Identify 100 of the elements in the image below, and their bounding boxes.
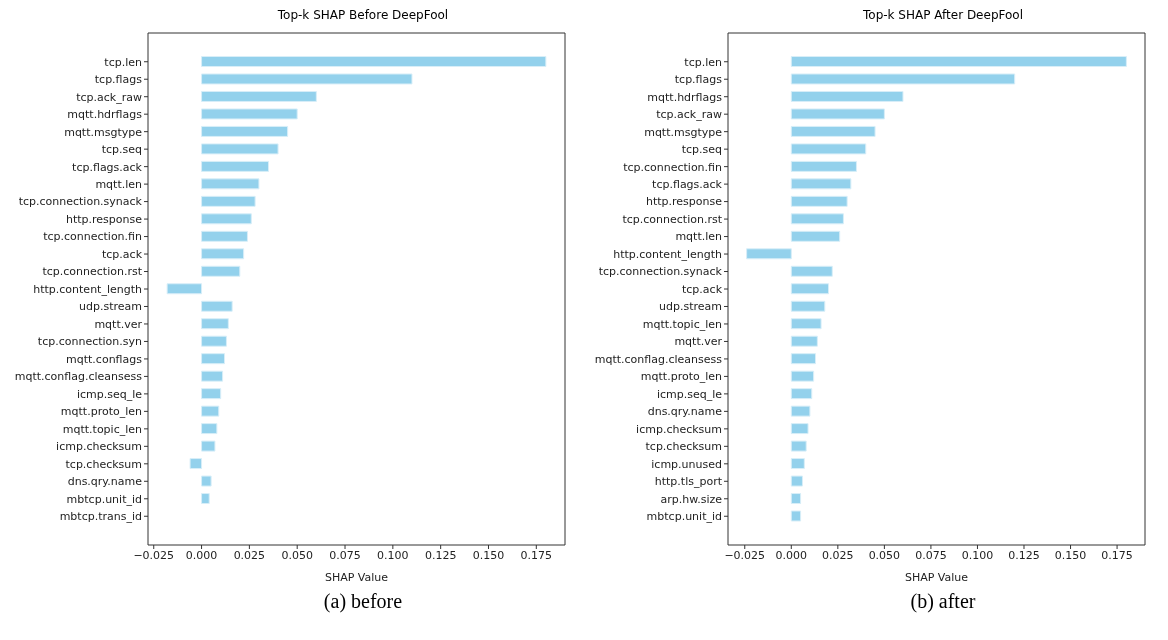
bar — [790, 283, 830, 295]
x-tick-label: 0.025 — [233, 548, 266, 562]
y-tick-label: tcp.flags — [94, 73, 143, 87]
bar — [201, 370, 224, 382]
y-tick-label: tcp.seq — [101, 143, 142, 157]
y-tick-label: mqtt.hdrflags — [647, 90, 723, 104]
x-tick-label: 0.050 — [868, 548, 901, 562]
x-tick-label: 0.150 — [1054, 548, 1087, 562]
y-tick-label: icmp.checksum — [636, 422, 722, 436]
bar — [201, 125, 289, 137]
bar — [790, 458, 805, 470]
y-tick-label: mqtt.ver — [674, 335, 723, 349]
bar — [790, 405, 811, 417]
bar — [201, 160, 270, 172]
y-tick-label: dns.qry.name — [67, 475, 143, 489]
y-tick-label: http.content_length — [33, 282, 143, 296]
bar — [201, 353, 226, 365]
y-tick-label: tcp.connection.fin — [43, 230, 143, 244]
bar — [201, 475, 212, 487]
bar — [201, 178, 260, 190]
bar — [189, 458, 203, 470]
y-tick-label: mqtt.proto_len — [60, 405, 143, 419]
y-tick-label: tcp.seq — [681, 143, 722, 157]
y-tick-label: mqtt.msgtype — [64, 125, 143, 139]
x-axis-title: SHAP Value — [904, 571, 969, 584]
x-tick-label: 0.175 — [1101, 548, 1133, 562]
y-tick-label: http.response — [645, 195, 723, 209]
y-tick-label: icmp.checksum — [56, 440, 142, 454]
x-tick-label: 0.050 — [281, 548, 313, 562]
bar — [790, 265, 833, 277]
bar — [201, 195, 256, 207]
bar — [790, 125, 876, 137]
x-tick-label: 0.075 — [915, 548, 947, 562]
y-tick-label: tcp.connection.syn — [37, 335, 143, 349]
bar — [790, 493, 802, 505]
y-tick-label: mbtcp.unit_id — [66, 492, 142, 506]
bar — [201, 143, 279, 155]
bar — [790, 335, 818, 347]
bar — [201, 405, 220, 417]
bar — [790, 475, 803, 487]
x-tick-label: 0.025 — [822, 548, 854, 562]
bar — [790, 318, 822, 330]
y-tick-label: tcp.flags.ack — [652, 178, 723, 192]
y-tick-label: mqtt.topic_len — [62, 422, 143, 436]
bar — [166, 283, 203, 295]
x-tick-label: 0.150 — [472, 548, 505, 562]
bar — [201, 230, 248, 242]
y-tick-label: tcp.connection.synack — [598, 265, 723, 279]
chart-title: Top-k SHAP Before DeepFool — [276, 8, 450, 24]
y-tick-label: tcp.ack — [102, 247, 143, 261]
x-tick-label: 0.100 — [961, 548, 994, 562]
y-tick-label: tcp.len — [104, 55, 143, 69]
bar — [790, 56, 1127, 67]
y-tick-label: icmp.unused — [651, 457, 722, 471]
y-tick-label: tcp.connection.rst — [42, 265, 143, 279]
bar — [201, 73, 413, 85]
y-tick-label: tcp.flags.ack — [72, 160, 143, 174]
y-tick-label: http.tls_port — [654, 475, 723, 489]
y-tick-label: icmp.seq_le — [76, 387, 143, 401]
bar — [790, 423, 809, 435]
bar — [790, 510, 802, 522]
y-tick-label: http.content_length — [613, 247, 723, 261]
y-tick-label: udp.stream — [79, 300, 142, 314]
y-tick-label: mqtt.len — [95, 178, 143, 192]
bar — [201, 423, 218, 435]
x-axis-title: SHAP Value — [324, 571, 389, 584]
bar — [790, 195, 848, 207]
y-tick-label: tcp.len — [684, 55, 723, 69]
bar — [201, 108, 298, 120]
bar — [201, 300, 233, 312]
bar — [790, 143, 867, 155]
y-tick-label: mqtt.conflag.cleansess — [594, 352, 723, 366]
bar — [790, 230, 841, 242]
bar — [201, 388, 222, 400]
y-tick-label: tcp.connection.synack — [18, 195, 143, 209]
y-tick-label: tcp.connection.rst — [622, 212, 723, 226]
bar — [790, 108, 885, 120]
y-tick-label: mqtt.ver — [94, 317, 143, 331]
x-tick-label: 0.000 — [775, 548, 808, 562]
text: (a) before — [322, 589, 404, 613]
y-tick-label: tcp.connection.fin — [623, 160, 723, 174]
bar — [790, 300, 826, 312]
y-tick-label: mqtt.conflags — [66, 352, 143, 366]
y-tick-label: mqtt.topic_len — [642, 317, 723, 331]
y-tick-label: http.response — [65, 212, 143, 226]
bar — [790, 178, 852, 190]
x-tick-label: −0.025 — [133, 548, 175, 562]
x-tick-label: 0.175 — [520, 548, 553, 562]
y-tick-label: mqtt.proto_len — [640, 370, 723, 384]
y-tick-label: mqtt.len — [675, 230, 723, 244]
bar — [201, 213, 252, 225]
y-tick-label: dns.qry.name — [647, 405, 723, 419]
bar — [790, 440, 807, 452]
y-tick-label: tcp.checksum — [65, 457, 142, 471]
bar — [790, 160, 857, 172]
bar — [201, 265, 241, 277]
bar — [746, 248, 792, 260]
x-tick-label: 0.075 — [329, 548, 361, 562]
y-tick-label: udp.stream — [659, 300, 722, 314]
x-tick-label: 0.000 — [185, 548, 218, 562]
